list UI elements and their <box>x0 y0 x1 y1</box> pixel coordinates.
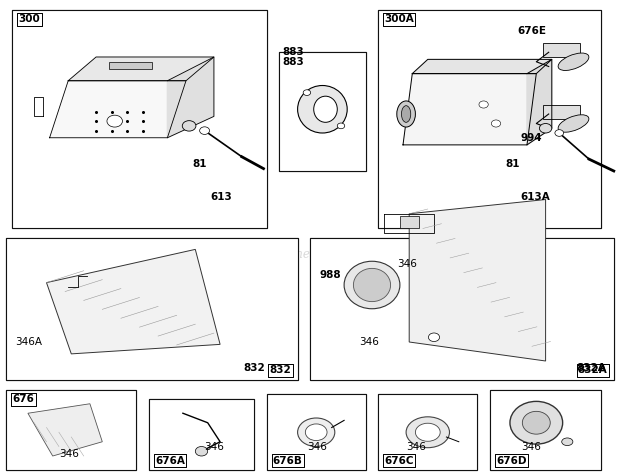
Bar <box>400 216 419 228</box>
Text: 346: 346 <box>360 337 379 347</box>
Ellipse shape <box>298 86 347 133</box>
Ellipse shape <box>397 101 415 127</box>
Text: 613A: 613A <box>521 192 551 202</box>
Ellipse shape <box>562 438 573 446</box>
Text: 346: 346 <box>307 441 327 452</box>
Polygon shape <box>167 57 214 138</box>
Text: 676B: 676B <box>273 456 303 466</box>
Ellipse shape <box>195 446 208 456</box>
Text: 300A: 300A <box>384 14 414 24</box>
Text: 300: 300 <box>19 14 40 24</box>
Bar <box>378 10 601 228</box>
Text: 346: 346 <box>521 441 541 452</box>
Text: 883: 883 <box>282 47 304 57</box>
Text: 676B: 676B <box>273 456 303 466</box>
Text: eReplacementParts.com: eReplacementParts.com <box>237 247 383 261</box>
Bar <box>267 394 366 470</box>
Text: 883: 883 <box>282 57 304 67</box>
Ellipse shape <box>303 90 311 95</box>
Polygon shape <box>527 59 552 145</box>
Bar <box>378 10 601 228</box>
Text: 300: 300 <box>19 14 40 24</box>
Polygon shape <box>412 59 552 74</box>
Text: 346: 346 <box>205 441 224 452</box>
Bar <box>108 62 152 69</box>
Ellipse shape <box>522 411 551 434</box>
Bar <box>149 399 254 470</box>
Ellipse shape <box>344 261 400 309</box>
Text: 346A: 346A <box>15 337 42 347</box>
Bar <box>279 52 366 171</box>
Text: 346: 346 <box>397 258 417 269</box>
Text: 346: 346 <box>406 441 426 452</box>
Bar <box>6 238 298 380</box>
Polygon shape <box>50 81 186 138</box>
Bar <box>490 390 601 470</box>
Ellipse shape <box>182 121 196 131</box>
Text: 613: 613 <box>211 192 232 202</box>
Text: 832A: 832A <box>578 365 608 375</box>
Polygon shape <box>46 249 220 354</box>
Text: 676C: 676C <box>384 456 414 466</box>
Bar <box>542 43 580 57</box>
Text: 832: 832 <box>270 365 291 375</box>
Bar <box>12 10 267 228</box>
Bar <box>149 399 254 470</box>
Text: 832: 832 <box>243 363 265 373</box>
Text: 676E: 676E <box>518 26 547 36</box>
Ellipse shape <box>555 130 564 136</box>
Ellipse shape <box>353 268 391 302</box>
Polygon shape <box>403 74 536 145</box>
Ellipse shape <box>479 101 489 108</box>
Ellipse shape <box>314 96 337 123</box>
Bar <box>6 390 136 470</box>
Ellipse shape <box>107 115 123 127</box>
Text: 994: 994 <box>521 133 542 143</box>
Text: 676: 676 <box>12 394 34 404</box>
Bar <box>310 238 614 380</box>
Bar <box>6 390 136 470</box>
Text: 346: 346 <box>59 448 79 459</box>
Text: 988: 988 <box>319 270 341 281</box>
Text: 676D: 676D <box>496 456 526 466</box>
Bar <box>310 238 614 380</box>
Bar <box>490 390 601 470</box>
Ellipse shape <box>406 417 450 447</box>
Bar <box>267 394 366 470</box>
Bar <box>6 238 298 380</box>
Bar <box>279 52 366 171</box>
Bar <box>378 394 477 470</box>
Ellipse shape <box>337 123 345 129</box>
Text: 676C: 676C <box>384 456 414 466</box>
Text: 832A: 832A <box>578 365 608 375</box>
Ellipse shape <box>200 127 210 134</box>
Polygon shape <box>409 200 546 361</box>
Ellipse shape <box>510 401 563 444</box>
Ellipse shape <box>415 423 440 441</box>
Text: 676A: 676A <box>155 456 185 466</box>
Text: 81: 81 <box>505 159 520 169</box>
Bar <box>12 10 267 228</box>
Text: 300A: 300A <box>384 14 414 24</box>
Ellipse shape <box>305 424 327 441</box>
Ellipse shape <box>402 106 410 123</box>
Text: 832A: 832A <box>577 363 606 373</box>
Text: 832: 832 <box>270 365 291 375</box>
Text: 676D: 676D <box>496 456 526 466</box>
Text: 676A: 676A <box>155 456 185 466</box>
Text: 81: 81 <box>192 159 206 169</box>
Ellipse shape <box>491 120 501 127</box>
Polygon shape <box>68 57 214 81</box>
Polygon shape <box>28 404 102 456</box>
Bar <box>542 104 580 119</box>
Bar <box>378 394 477 470</box>
Ellipse shape <box>298 418 335 446</box>
Ellipse shape <box>539 124 552 133</box>
Ellipse shape <box>558 53 589 70</box>
Ellipse shape <box>428 333 440 342</box>
Text: 676: 676 <box>12 394 34 404</box>
Ellipse shape <box>558 115 589 132</box>
